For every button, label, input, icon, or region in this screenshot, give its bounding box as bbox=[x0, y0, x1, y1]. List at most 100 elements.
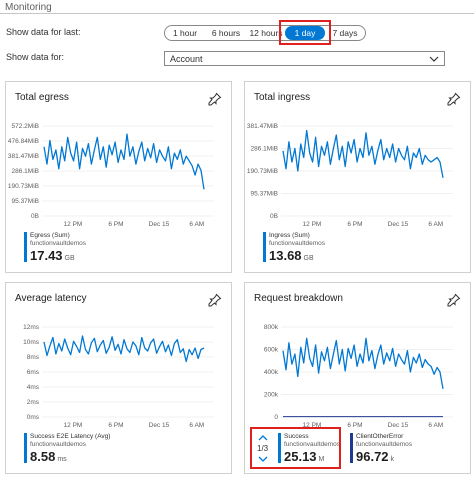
card-request-breakdown: Request breakdown 800k 600k 400k 200k 0 12 PM… bbox=[244, 282, 471, 474]
y-tick-label: 10ms bbox=[23, 339, 40, 346]
y-tick-label: 6ms bbox=[27, 369, 40, 376]
section-title: Monitoring bbox=[5, 2, 52, 13]
y-tick-label: 0 bbox=[274, 414, 278, 421]
y-tick-label: 95.37MiB bbox=[12, 198, 39, 205]
legend-unit: GB bbox=[303, 255, 314, 262]
x-tick-label: Dec 15 bbox=[388, 221, 409, 228]
y-tick-label: 2ms bbox=[27, 399, 40, 406]
x-tick-label: 6 AM bbox=[428, 221, 443, 228]
y-tick-label: 600k bbox=[264, 347, 279, 354]
card-total-ingress: Total ingress 381.47MiB 286.1MiB 190.73MiB… bbox=[244, 81, 471, 273]
y-tick-label: 286.1MiB bbox=[251, 146, 278, 153]
x-tick-label: 6 AM bbox=[189, 221, 204, 228]
x-tick-label: 12 PM bbox=[303, 422, 322, 429]
time-selection-highlight bbox=[279, 20, 331, 45]
card-title: Total egress bbox=[15, 92, 69, 103]
egress-legend: Egress (Sum) functionvaultdemos 17.43 GB bbox=[24, 232, 86, 266]
legend-highlight bbox=[250, 427, 341, 469]
egress-chart: 572.2MiB 476.84MiB 381.47MiB 286.1MiB 190.73… bbox=[8, 123, 214, 228]
pager-count: 1/3 bbox=[257, 444, 269, 453]
legend-series-name: Success E2E Latency (Avg) bbox=[30, 433, 111, 440]
legend-pager: 1/3 bbox=[257, 434, 268, 463]
scope-dropdown[interactable]: Account bbox=[164, 51, 445, 66]
legend-unit: GB bbox=[64, 255, 75, 262]
card-average-latency: Average latency 12ms 10ms 8ms 6ms 4ms 2ms 0ms 1… bbox=[5, 282, 232, 474]
legend-unit: M bbox=[318, 456, 325, 463]
x-tick-label: 6 PM bbox=[108, 422, 123, 429]
legend-color-bar bbox=[24, 232, 27, 262]
chevron-down-icon bbox=[429, 56, 439, 62]
pin-icon[interactable] bbox=[208, 293, 222, 307]
legend-resource: functionvaultdemos bbox=[284, 441, 341, 448]
series-line bbox=[282, 337, 444, 390]
y-tick-label: 800k bbox=[264, 324, 279, 331]
time-option-7-days[interactable]: 7 days bbox=[332, 28, 358, 38]
x-tick-label: Dec 15 bbox=[149, 422, 170, 429]
time-range-selector: 1 hour 6 hours 12 hours 1 day 7 days bbox=[164, 25, 366, 41]
latency-legend: Success E2E Latency (Avg) functionvaultd… bbox=[24, 433, 110, 467]
pin-icon[interactable] bbox=[208, 92, 222, 106]
legend-value: 25.13 bbox=[284, 449, 317, 464]
pin-icon[interactable] bbox=[447, 293, 461, 307]
legend-resource: functionvaultdemos bbox=[269, 240, 326, 247]
legend-resource: functionvaultdemos bbox=[30, 441, 87, 448]
time-option-1-hour[interactable]: 1 hour bbox=[172, 28, 198, 38]
y-tick-label: 0ms bbox=[27, 414, 40, 421]
legend-color-bar bbox=[350, 433, 353, 463]
ingress-chart: 381.47MiB 286.1MiB 190.73MiB 95.37MiB 0B 12 P… bbox=[247, 123, 453, 228]
x-tick-label: 12 PM bbox=[64, 221, 83, 228]
x-tick-label: Dec 15 bbox=[149, 221, 170, 228]
y-tick-label: 400k bbox=[264, 369, 279, 376]
card-title: Average latency bbox=[15, 293, 87, 304]
x-tick-label: 6 AM bbox=[189, 422, 204, 429]
card-title: Total ingress bbox=[254, 92, 311, 103]
success-legend: Success functionvaultdemos 25.13 M bbox=[278, 433, 340, 467]
ingress-legend: Ingress (Sum) functionvaultdemos 13.68 GB bbox=[263, 232, 325, 266]
x-tick-label: 12 PM bbox=[303, 221, 322, 228]
y-tick-label: 8ms bbox=[27, 354, 40, 361]
client-error-legend: ClientOtherError functionvaultdemos 96.7… bbox=[350, 433, 412, 467]
time-option-6-hours[interactable]: 6 hours bbox=[211, 28, 241, 38]
x-tick-label: Dec 15 bbox=[388, 422, 409, 429]
legend-unit: ms bbox=[57, 456, 67, 463]
legend-resource: functionvaultdemos bbox=[30, 240, 87, 247]
series-line bbox=[43, 335, 205, 363]
legend-color-bar bbox=[278, 433, 281, 463]
pin-icon[interactable] bbox=[447, 92, 461, 106]
series-line bbox=[282, 129, 444, 178]
chevron-down-icon[interactable] bbox=[258, 456, 268, 463]
x-tick-label: 6 PM bbox=[347, 221, 362, 228]
legend-value: 96.72 bbox=[356, 449, 389, 464]
legend-color-bar bbox=[24, 433, 27, 463]
y-tick-label: 572.2MiB bbox=[12, 123, 39, 130]
legend-series-name: ClientOtherError bbox=[356, 433, 404, 440]
legend-value: 13.68 bbox=[269, 248, 302, 263]
legend-unit: k bbox=[390, 456, 395, 463]
card-total-egress: Total egress 572.2MiB 476.84MiB 381.47MiB 2… bbox=[5, 81, 232, 273]
legend-value: 17.43 bbox=[30, 248, 63, 263]
time-range-label: Show data for last: bbox=[6, 27, 81, 37]
y-tick-label: 381.47MiB bbox=[247, 123, 278, 130]
y-tick-label: 0B bbox=[270, 213, 278, 220]
y-tick-label: 0B bbox=[31, 213, 39, 220]
series-line bbox=[43, 133, 205, 190]
y-tick-label: 190.73MiB bbox=[8, 183, 39, 190]
legend-series-name: Ingress (Sum) bbox=[269, 232, 310, 239]
y-tick-label: 286.1MiB bbox=[12, 168, 39, 175]
y-tick-label: 190.73MiB bbox=[247, 168, 278, 175]
latency-chart: 12ms 10ms 8ms 6ms 4ms 2ms 0ms 12 PM 6 PM Dec 15 6 … bbox=[23, 324, 214, 429]
y-tick-label: 381.47MiB bbox=[8, 153, 39, 160]
legend-resource: functionvaultdemos bbox=[356, 441, 413, 448]
y-tick-label: 200k bbox=[264, 392, 279, 399]
y-tick-label: 476.84MiB bbox=[8, 138, 39, 145]
time-option-12-hours[interactable]: 12 hours bbox=[249, 28, 283, 38]
chevron-up-icon[interactable] bbox=[258, 434, 268, 441]
legend-value: 8.58 bbox=[30, 449, 56, 464]
card-title: Request breakdown bbox=[254, 293, 343, 304]
x-tick-label: 12 PM bbox=[64, 422, 83, 429]
header-divider bbox=[0, 13, 474, 14]
scope-dropdown-value: Account bbox=[170, 53, 203, 64]
time-option-1-day[interactable]: 1 day bbox=[285, 26, 325, 40]
x-tick-label: 6 PM bbox=[108, 221, 123, 228]
y-tick-label: 12ms bbox=[23, 324, 40, 331]
